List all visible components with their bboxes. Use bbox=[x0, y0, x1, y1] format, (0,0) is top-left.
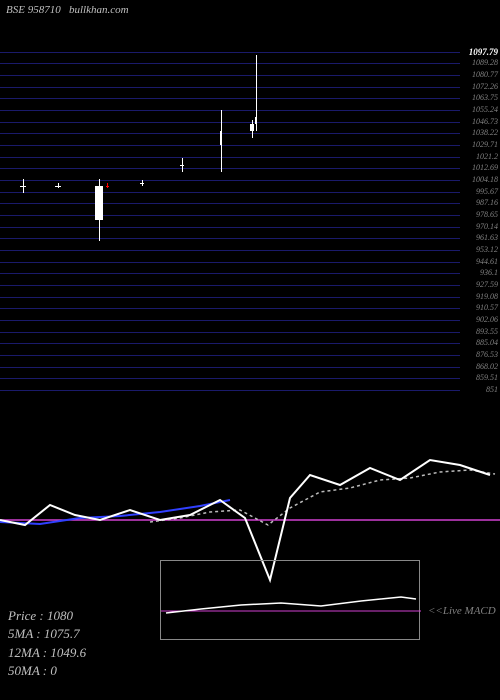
price-axis-tick: 859.51 bbox=[476, 374, 498, 382]
ticker-label: BSE 958710 bbox=[6, 4, 61, 16]
price-axis-tick: 1089.28 bbox=[472, 59, 498, 67]
price-gridline bbox=[0, 192, 460, 193]
price-axis-tick: 902.06 bbox=[476, 316, 498, 324]
price-axis-tick: 953.12 bbox=[476, 246, 498, 254]
price-gridline bbox=[0, 145, 460, 146]
price-gridline bbox=[0, 285, 460, 286]
candle-body bbox=[220, 131, 222, 145]
price-axis-tick: 961.63 bbox=[476, 234, 498, 242]
price-axis-tick: 1080.77 bbox=[472, 71, 498, 79]
price-gridline bbox=[0, 122, 460, 123]
price-gridline bbox=[0, 355, 460, 356]
site-label: bullkhan.com bbox=[69, 4, 129, 16]
price-axis-tick: 970.14 bbox=[476, 223, 498, 231]
price-axis-tick: 1012.69 bbox=[472, 164, 498, 172]
chart-header: BSE 958710 bullkhan.com bbox=[6, 4, 129, 16]
price-gridline bbox=[0, 63, 460, 64]
price-gridline bbox=[0, 52, 460, 53]
price-axis-tick: 1029.71 bbox=[472, 141, 498, 149]
live-macd-inset bbox=[160, 560, 420, 640]
price-gridline bbox=[0, 180, 460, 181]
price-axis-tick: 944.61 bbox=[476, 258, 498, 266]
price-axis-tick: 1072.26 bbox=[472, 83, 498, 91]
price-gridline bbox=[0, 262, 460, 263]
price-axis-tick: 1021.2 bbox=[476, 153, 498, 161]
price-gridline bbox=[0, 203, 460, 204]
candle-body bbox=[106, 186, 109, 187]
price-axis-tick: 876.53 bbox=[476, 351, 498, 359]
price-axis-tick: 1004.18 bbox=[472, 176, 498, 184]
price-chart-panel bbox=[0, 50, 460, 390]
info-line: Price : 1080 bbox=[8, 607, 86, 625]
price-gridline bbox=[0, 133, 460, 134]
price-gridline bbox=[0, 238, 460, 239]
price-axis-tick: 927.59 bbox=[476, 281, 498, 289]
price-gridline bbox=[0, 343, 460, 344]
price-axis-tick: 919.08 bbox=[476, 293, 498, 301]
price-info-box: Price : 10805MA : 1075.712MA : 1049.650M… bbox=[8, 607, 86, 680]
price-axis-tick: 1038.22 bbox=[472, 129, 498, 137]
candle-body bbox=[20, 186, 26, 187]
candle-body bbox=[250, 124, 254, 131]
price-gridline bbox=[0, 215, 460, 216]
price-axis-tick: 936.1 bbox=[480, 269, 498, 277]
price-gridline bbox=[0, 168, 460, 169]
price-gridline bbox=[0, 390, 460, 391]
price-axis-tick: 1046.73 bbox=[472, 118, 498, 126]
candle-body bbox=[255, 117, 257, 124]
price-axis-tick: 893.55 bbox=[476, 328, 498, 336]
info-line: 50MA : 0 bbox=[8, 662, 86, 680]
price-gridline bbox=[0, 110, 460, 111]
live-macd-svg bbox=[161, 561, 421, 641]
candle-body bbox=[180, 165, 184, 166]
price-gridline bbox=[0, 98, 460, 99]
price-gridline bbox=[0, 87, 460, 88]
price-axis-tick: 868.02 bbox=[476, 363, 498, 371]
candle-body bbox=[95, 186, 103, 220]
info-line: 5MA : 1075.7 bbox=[8, 625, 86, 643]
candle-body bbox=[140, 183, 144, 184]
price-axis-tick: 995.67 bbox=[476, 188, 498, 196]
price-axis-tick: 885.04 bbox=[476, 339, 498, 347]
price-gridline bbox=[0, 320, 460, 321]
price-axis-tick: 1097.79 bbox=[469, 48, 498, 57]
live-macd-label: <<Live MACD bbox=[428, 605, 496, 617]
price-gridline bbox=[0, 378, 460, 379]
price-axis-tick: 1055.24 bbox=[472, 106, 498, 114]
price-axis-labels: 1097.79 1089.28 1080.77 1072.26 1063.75 1055.… bbox=[458, 50, 498, 390]
price-axis-tick: 1063.75 bbox=[472, 94, 498, 102]
price-axis-tick: 851 bbox=[486, 386, 498, 394]
info-line: 12MA : 1049.6 bbox=[8, 644, 86, 662]
price-gridline bbox=[0, 367, 460, 368]
candle-body bbox=[55, 186, 61, 187]
price-axis-tick: 987.16 bbox=[476, 199, 498, 207]
price-gridline bbox=[0, 227, 460, 228]
price-gridline bbox=[0, 308, 460, 309]
price-gridline bbox=[0, 75, 460, 76]
price-gridline bbox=[0, 157, 460, 158]
price-axis-tick: 978.65 bbox=[476, 211, 498, 219]
price-gridline bbox=[0, 273, 460, 274]
price-gridline bbox=[0, 332, 460, 333]
price-gridline bbox=[0, 250, 460, 251]
price-axis-tick: 910.57 bbox=[476, 304, 498, 312]
price-gridline bbox=[0, 297, 460, 298]
